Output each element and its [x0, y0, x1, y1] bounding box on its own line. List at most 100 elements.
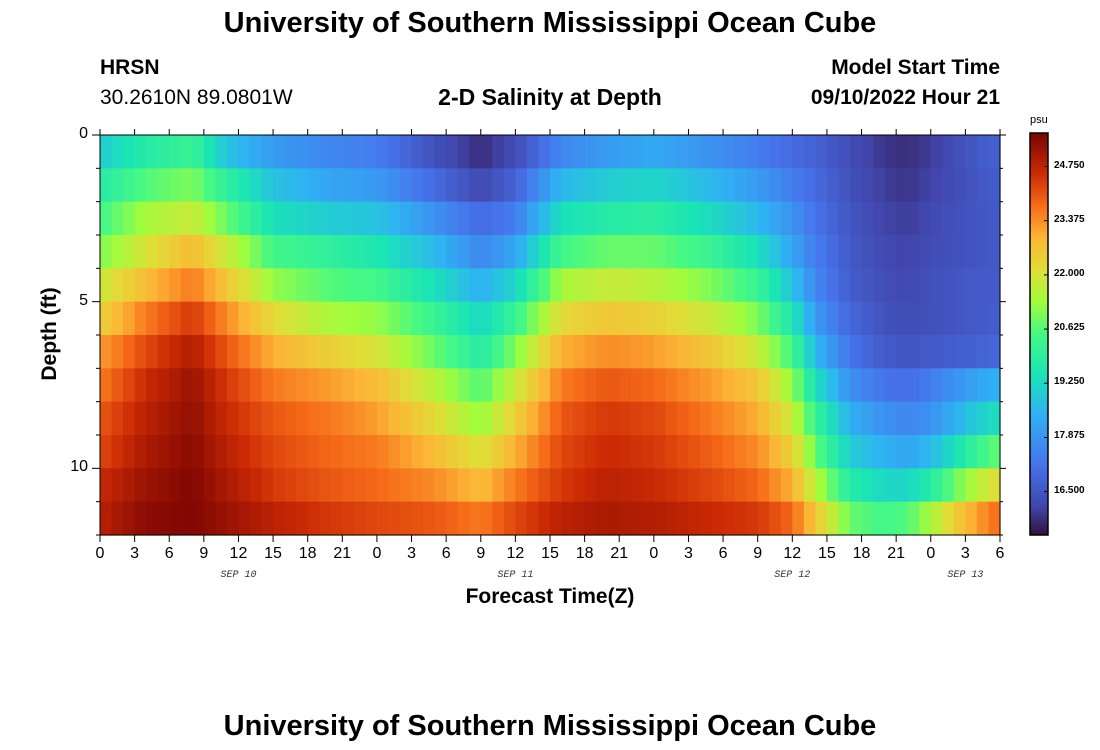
heatmap-cell [619, 135, 632, 169]
heatmap-cell [215, 401, 228, 436]
x-tick-label: 0 [372, 545, 382, 562]
heatmap-cell [238, 401, 251, 436]
heatmap-cell [273, 168, 286, 203]
heatmap-cell [457, 368, 470, 403]
heatmap-cell [434, 235, 447, 269]
heatmap-cell [792, 201, 805, 236]
heatmap-cell [769, 301, 782, 336]
heatmap-cell [700, 335, 713, 369]
heatmap-cell [526, 335, 540, 369]
heatmap-cell [976, 168, 990, 203]
heatmap-cell [803, 201, 816, 236]
heatmap-cell [215, 435, 228, 469]
heatmap-cell [850, 401, 863, 436]
heatmap-cell [480, 335, 493, 369]
heatmap-cell [700, 501, 713, 536]
x-tick-label: 15 [541, 545, 559, 562]
heatmap-cell [365, 401, 378, 436]
heatmap-cell [226, 301, 240, 336]
heatmap-cell [457, 268, 470, 303]
heatmap-cell [123, 135, 136, 169]
heatmap-cell [665, 201, 678, 236]
heatmap-cell [723, 468, 736, 503]
heatmap-cell [861, 368, 874, 403]
heatmap-cell [573, 335, 586, 369]
heatmap-cell [411, 301, 424, 336]
heatmap-cell [550, 301, 563, 336]
heatmap-cell [238, 235, 251, 269]
heatmap-cell [157, 368, 170, 403]
heatmap-cell [734, 301, 747, 336]
heatmap-cell [873, 335, 886, 369]
heatmap-cell [250, 301, 263, 336]
heatmap-cell [780, 368, 793, 403]
heatmap-cell [169, 268, 182, 303]
heatmap-cell [192, 235, 205, 269]
heatmap-cell [169, 468, 182, 503]
heatmap-cell [734, 435, 747, 469]
heatmap-cell [423, 168, 436, 203]
heatmap-cell [953, 201, 966, 236]
heatmap-cell [596, 301, 609, 336]
heatmap-cell [976, 368, 990, 403]
heatmap-cell [180, 301, 193, 336]
heatmap-cell [515, 368, 528, 403]
heatmap-cell [550, 335, 563, 369]
heatmap-cell [873, 401, 886, 436]
heatmap-cell [757, 268, 770, 303]
heatmap-cell [376, 368, 390, 403]
heatmap-cell [100, 368, 113, 403]
heatmap-cell [826, 201, 840, 236]
heatmap-cell [619, 201, 632, 236]
heatmap-cell [192, 268, 205, 303]
heatmap-cell [826, 268, 840, 303]
heatmap-cell [538, 235, 551, 269]
heatmap-cell [238, 335, 251, 369]
heatmap-cell [365, 168, 378, 203]
heatmap-cell [976, 201, 990, 236]
heatmap-cell [376, 301, 390, 336]
y-tick-label: 5 [79, 291, 88, 309]
heatmap-cell [711, 435, 724, 469]
heatmap-cell [353, 435, 366, 469]
heatmap-cell [434, 468, 447, 503]
heatmap-cell [319, 335, 332, 369]
heatmap-cell [550, 168, 563, 203]
heatmap-cell [146, 401, 159, 436]
heatmap-cell [734, 401, 747, 436]
heatmap-cell [296, 268, 309, 303]
heatmap-cell [307, 301, 320, 336]
heatmap-cell [146, 335, 159, 369]
heatmap-cell [930, 368, 943, 403]
heatmap-cell [792, 368, 805, 403]
heatmap-cell [515, 501, 528, 536]
heatmap-cell [723, 168, 736, 203]
station-coordinates: 30.2610N 89.0801W [100, 86, 293, 109]
heatmap-cell [665, 368, 678, 403]
x-tick-label: 12 [506, 545, 525, 562]
heatmap-cell [550, 468, 563, 503]
heatmap-cell [146, 235, 159, 269]
heatmap-cell [342, 168, 355, 203]
heatmap-cell [965, 401, 978, 436]
heatmap-cell [734, 201, 747, 236]
heatmap-cell [700, 368, 713, 403]
heatmap-cells [100, 135, 1001, 536]
heatmap-cell [826, 468, 840, 503]
heatmap-cell [746, 168, 759, 203]
heatmap-cell [607, 268, 620, 303]
heatmap-cell [838, 135, 851, 169]
heatmap-cell [123, 235, 136, 269]
heatmap-cell [434, 301, 447, 336]
heatmap-cell [400, 435, 413, 469]
heatmap-cell [734, 168, 747, 203]
heatmap-cell [792, 335, 805, 369]
heatmap-cell [838, 401, 851, 436]
heatmap-cell [100, 401, 113, 436]
heatmap-cell [215, 301, 228, 336]
heatmap-cell [400, 335, 413, 369]
heatmap-cell [250, 135, 263, 169]
heatmap-cell [296, 235, 309, 269]
heatmap-cell [457, 168, 470, 203]
heatmap-cell [976, 501, 990, 536]
